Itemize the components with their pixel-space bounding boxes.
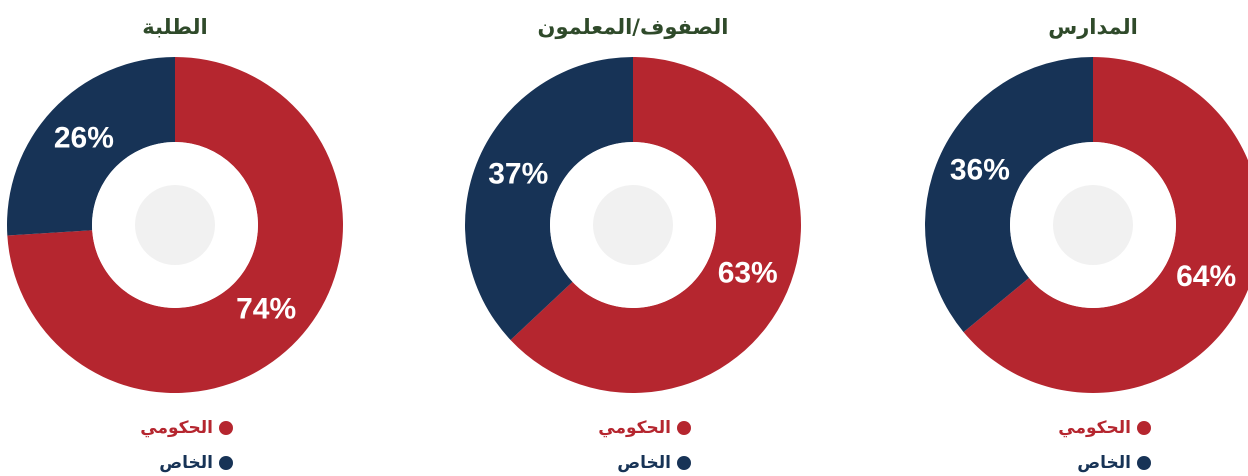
- legend-dot: [219, 456, 233, 470]
- legend-dot: [1137, 421, 1151, 435]
- chart-title: الصفوف/المعلمون: [538, 15, 729, 39]
- legend-dot: [1137, 456, 1151, 470]
- donut-chart: الصفوف/المعلمون 63% الحكومي 37% الخاص: [465, 15, 801, 473]
- legend-label: الخاص: [617, 453, 671, 473]
- donut-chart: المدارس 64% الحكومي 36% الخاص: [925, 15, 1248, 473]
- donut-chart: الطلبة 74% الحكومي 26% الخاص: [7, 15, 343, 473]
- center-illustration: [593, 185, 673, 265]
- slice-label: 64%: [1176, 260, 1236, 293]
- slice-label: 74%: [236, 292, 296, 325]
- dashboard: المدارس64%الحكومي36%الخاصالصفوف/المعلمون…: [0, 0, 1248, 476]
- legend-dot: [219, 421, 233, 435]
- legend-dot: [677, 421, 691, 435]
- chart-title: المدارس: [1048, 15, 1138, 39]
- chart-title: الطلبة: [142, 15, 207, 39]
- legend-dot: [677, 456, 691, 470]
- slice-label: 63%: [718, 257, 778, 290]
- slice-label: 37%: [488, 157, 548, 190]
- legend-label: الحكومي: [598, 418, 671, 438]
- legend-label: الحكومي: [1058, 418, 1131, 438]
- center-illustration: [1053, 185, 1133, 265]
- slice-label: 36%: [950, 154, 1010, 187]
- center-illustration: [135, 185, 215, 265]
- legend-label: الخاص: [1077, 453, 1131, 473]
- legend-label: الخاص: [159, 453, 213, 473]
- legend-label: الحكومي: [140, 418, 213, 438]
- slice-label: 26%: [54, 121, 114, 154]
